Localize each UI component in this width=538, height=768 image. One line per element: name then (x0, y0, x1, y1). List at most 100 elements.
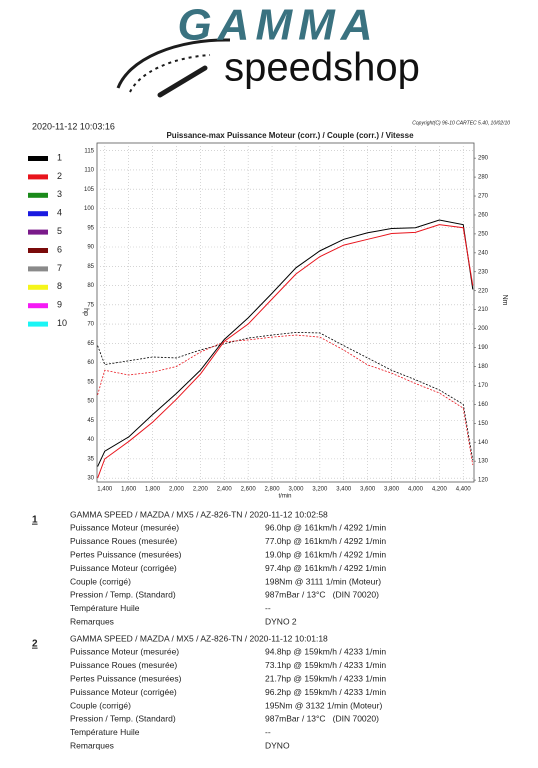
result-label: Puissance Moteur (mesurée) (70, 647, 179, 657)
logo: GAMMA speedshop (116, 1, 420, 98)
power-line (97, 224, 474, 479)
plot-frame (96, 142, 475, 483)
y-tick-label: 55 (87, 379, 94, 385)
result-value: 94.8hp @ 159km/h / 4233 1/min (265, 647, 386, 657)
y-tick-label: 75 (87, 302, 94, 308)
torque-line (97, 334, 474, 466)
result-label: Puissance Moteur (corrigée) (70, 687, 177, 697)
x-tick-label: 2,800 (265, 487, 281, 493)
y-tick-label: 50 (87, 399, 94, 405)
y2-tick-label: 160 (478, 402, 489, 408)
legend-label: 3 (57, 189, 62, 199)
result-label: Pertes Puissance (mesurées) (70, 673, 182, 683)
result-value: 19.0hp @ 161km/h / 4292 1/min (265, 549, 386, 559)
y-tick-label: 95 (87, 225, 94, 231)
result-number: 2 (32, 639, 38, 650)
logo-brand: GAMMA (177, 1, 378, 50)
x-tick-label: 1,600 (121, 487, 137, 493)
x-tick-label: 3,600 (360, 487, 376, 493)
x-tick-label: 3,200 (312, 487, 328, 493)
y2-tick-label: 210 (478, 307, 489, 313)
legend-swatch (28, 303, 48, 309)
x-tick-label: 2,200 (193, 487, 209, 493)
logo-shop: speedshop (224, 46, 420, 90)
chart-title: Puissance-max Puissance Moteur (corr.) /… (166, 131, 414, 140)
logo-needle (157, 65, 208, 98)
y2-tick-label: 130 (478, 459, 489, 465)
y2-tick-label: 250 (478, 231, 489, 237)
x-tick-label: 2,600 (241, 487, 257, 493)
legend-label: 9 (57, 300, 62, 310)
x-tick-label: 3,000 (288, 487, 304, 493)
legend-swatch (28, 266, 48, 272)
legend-label: 8 (57, 281, 62, 291)
y-axis-label: hp (82, 308, 89, 316)
result-value: 97.4hp @ 161km/h / 4292 1/min (265, 563, 386, 573)
result-label: Puissance Roues (mesurée) (70, 536, 177, 546)
x-tick-label: 1,400 (97, 487, 113, 493)
legend-swatch (28, 284, 48, 290)
legend-swatch (28, 321, 48, 327)
legend-label: 6 (57, 244, 62, 254)
legend-label: 5 (57, 226, 62, 236)
power-line (97, 219, 474, 467)
legend-swatch (28, 192, 48, 198)
result-value: 198Nm @ 3111 1/min (Moteur) (265, 576, 381, 586)
y2-tick-label: 230 (478, 269, 489, 275)
y-tick-label: 90 (87, 245, 94, 251)
date: 2020-11-12 10:03:16 (32, 121, 115, 131)
y2-tick-label: 280 (478, 175, 489, 181)
y2-axis-label: Nm (501, 295, 508, 306)
result-label: Couple (corrigé) (70, 576, 131, 586)
y-tick-label: 45 (87, 418, 94, 424)
y2-tick-label: 120 (478, 478, 489, 484)
legend-swatch (28, 174, 48, 180)
y2-tick-label: 240 (478, 250, 489, 256)
y2-tick-label: 290 (478, 156, 489, 162)
y2-tick-label: 200 (478, 326, 489, 332)
result-label: Température Huile (70, 603, 140, 613)
result-label: Couple (corrigé) (70, 700, 131, 710)
result-heading: GAMMA SPEED / MAZDA / MX5 / AZ-826-TN / … (70, 633, 328, 643)
result-value: 73.1hp @ 159km/h / 4233 1/min (265, 660, 386, 670)
legend-swatch (28, 229, 48, 235)
result-label: Puissance Moteur (mesurée) (70, 523, 179, 533)
legend-label: 4 (57, 208, 62, 218)
y-tick-label: 65 (87, 341, 94, 347)
y-tick-label: 105 (84, 187, 95, 193)
y-tick-label: 60 (87, 360, 94, 366)
legend-label: 2 (57, 171, 62, 181)
result-label: Puissance Moteur (corrigée) (70, 563, 177, 573)
y-tick-label: 110 (84, 168, 94, 174)
legend-label: 10 (57, 318, 67, 328)
y2-tick-label: 270 (478, 194, 489, 200)
copyright: Copyright(C) 96-10 CARTEC 5.40, 10/02/10 (412, 120, 510, 126)
result-label: Remarques (70, 616, 114, 626)
result-value: DYNO (265, 740, 290, 750)
y-tick-label: 115 (84, 148, 94, 154)
result-value: -- (265, 727, 271, 737)
logo-arc (116, 38, 231, 89)
result-value: -- (265, 603, 271, 613)
legend-swatch (28, 156, 48, 161)
y-tick-label: 70 (87, 322, 94, 328)
y2-tick-label: 260 (478, 213, 489, 219)
legend-swatch (28, 248, 48, 253)
x-tick-label: 4,000 (408, 487, 424, 493)
result-label: Remarques (70, 740, 114, 750)
legend-label: 7 (57, 263, 62, 273)
y-tick-label: 80 (87, 283, 94, 289)
x-tick-label: 2,400 (217, 487, 233, 493)
result-value: 987mBar / 13°C (DIN 70020) (265, 590, 379, 600)
y-tick-label: 30 (87, 476, 94, 482)
result-number: 1 (32, 515, 38, 526)
result-label: Pression / Temp. (Standard) (70, 590, 176, 600)
result-heading: GAMMA SPEED / MAZDA / MX5 / AZ-826-TN / … (70, 509, 328, 519)
result-label: Pertes Puissance (mesurées) (70, 549, 182, 559)
x-tick-label: 4,200 (432, 487, 448, 493)
y2-tick-label: 190 (478, 345, 489, 351)
x-tick-label: 3,400 (336, 487, 352, 493)
y-tick-label: 35 (87, 456, 94, 462)
